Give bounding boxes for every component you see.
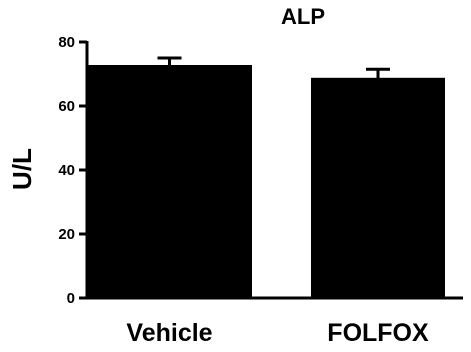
y-tick-label-60: 60 xyxy=(58,98,75,115)
y-axis-label: U/L xyxy=(7,148,37,190)
y-tick-label-0: 0 xyxy=(67,290,75,307)
bar-vehicle xyxy=(87,65,252,299)
y-tick-label-80: 80 xyxy=(58,34,75,51)
y-tick-label-40: 40 xyxy=(58,162,75,179)
x-tick-label-folfox: FOLFOX xyxy=(327,319,429,347)
x-tick-label-vehicle: Vehicle xyxy=(126,319,212,347)
bar-folfox xyxy=(311,77,445,299)
chart-title: ALP xyxy=(281,4,325,29)
plot-area: Vehicle FOLFOX 0 20 40 60 80 xyxy=(58,34,463,347)
y-tick-label-20: 20 xyxy=(58,226,75,243)
